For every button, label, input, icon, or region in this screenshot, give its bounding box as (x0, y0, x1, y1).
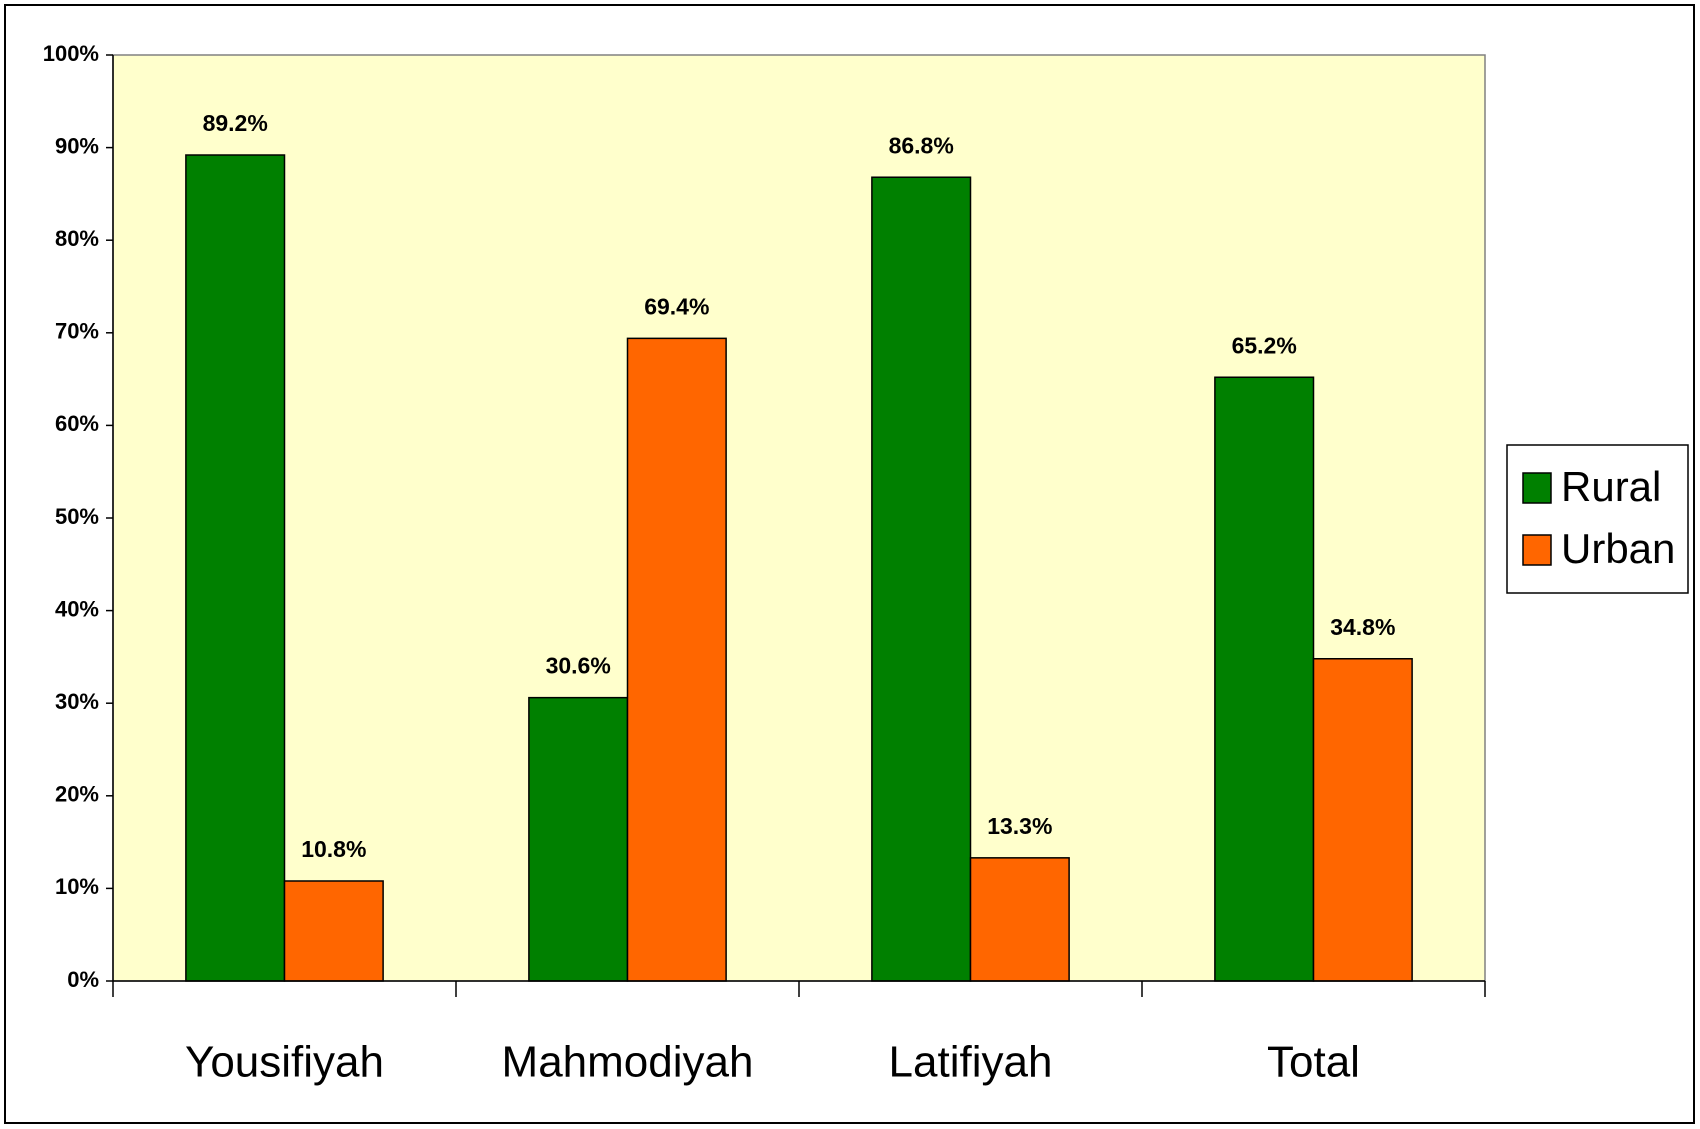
y-tick-label: 20% (55, 782, 99, 807)
x-tick-label: Latifiyah (889, 1038, 1053, 1087)
bar (1312, 658, 1413, 982)
y-tick-label: 90% (55, 133, 99, 158)
y-tick-label: 10% (55, 874, 99, 899)
y-tick-label: 70% (55, 319, 99, 344)
y-tick-label: 40% (55, 596, 99, 621)
legend-swatch (1522, 534, 1552, 566)
bar (626, 337, 727, 982)
y-tick-label: 60% (55, 411, 99, 436)
x-tick-label: Mahmodiyah (502, 1038, 754, 1087)
legend (1506, 444, 1689, 594)
data-label: 69.4% (644, 293, 709, 319)
bar (185, 154, 286, 982)
legend-swatch (1522, 472, 1552, 504)
legend-label: Rural (1561, 463, 1661, 510)
y-tick-label: 30% (55, 689, 99, 714)
bar (283, 880, 384, 982)
data-label: 10.8% (301, 836, 366, 862)
bar (969, 857, 1070, 982)
data-label: 30.6% (546, 653, 611, 679)
y-tick-label: 80% (55, 226, 99, 251)
x-tick-label: Yousifiyah (185, 1038, 384, 1087)
y-tick-label: 0% (67, 967, 99, 992)
legend-label: Urban (1561, 525, 1675, 572)
data-label: 13.3% (987, 813, 1052, 839)
bar (1214, 376, 1315, 982)
bar (871, 176, 972, 982)
data-label: 89.2% (203, 110, 268, 136)
x-tick-label: Total (1267, 1038, 1360, 1087)
bar (528, 696, 629, 982)
y-tick-label: 100% (43, 41, 99, 66)
data-label: 86.8% (889, 132, 954, 158)
data-label: 65.2% (1232, 332, 1297, 358)
data-label: 34.8% (1330, 614, 1395, 640)
y-tick-label: 50% (55, 504, 99, 529)
